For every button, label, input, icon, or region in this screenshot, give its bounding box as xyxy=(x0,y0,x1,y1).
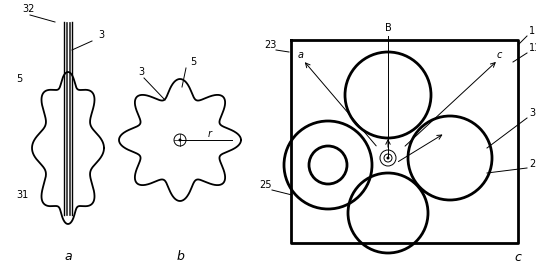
Text: 32: 32 xyxy=(22,4,34,14)
Text: 3: 3 xyxy=(98,30,104,40)
Text: 2: 2 xyxy=(529,159,535,169)
Text: 25: 25 xyxy=(260,180,272,190)
Text: a: a xyxy=(64,250,72,263)
Text: 23: 23 xyxy=(264,40,276,50)
Text: 3: 3 xyxy=(138,67,144,77)
Circle shape xyxy=(178,138,182,141)
Text: 5: 5 xyxy=(16,74,23,84)
Text: 11: 11 xyxy=(529,43,536,53)
Text: 5: 5 xyxy=(190,57,196,67)
Text: b: b xyxy=(176,250,184,263)
Text: B: B xyxy=(385,23,391,33)
Text: c: c xyxy=(496,50,502,60)
Text: 31: 31 xyxy=(16,190,28,200)
Text: a: a xyxy=(298,50,304,60)
Text: 1: 1 xyxy=(529,26,535,36)
Text: 3: 3 xyxy=(529,108,535,118)
Text: c: c xyxy=(515,251,522,264)
Circle shape xyxy=(386,156,390,159)
Text: r: r xyxy=(208,129,212,139)
